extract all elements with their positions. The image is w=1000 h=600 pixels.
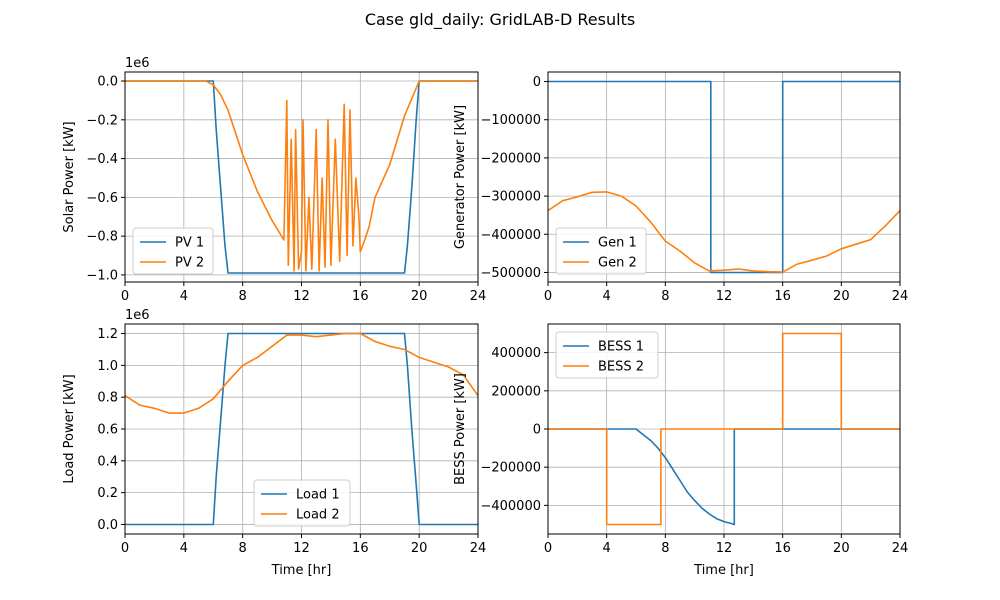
x-tick-label: 8 bbox=[239, 541, 247, 556]
y-tick-label: −500000 bbox=[480, 266, 541, 281]
subplot-2: 0 4 8 12 16 20 24 0 −100000 −200000 −300000 −400000… bbox=[453, 71, 909, 304]
x-axis-label: Time [hr] bbox=[693, 563, 754, 578]
legend-label: BESS 2 bbox=[598, 360, 644, 375]
y-tick-label: −0.6 bbox=[86, 191, 118, 206]
x-tick-label: 4 bbox=[603, 289, 611, 304]
y-tick-label: 1.2 bbox=[97, 327, 118, 342]
y-tick-label: 0.0 bbox=[97, 518, 118, 533]
series-line-load-1 bbox=[125, 332, 478, 526]
legend: PV 1 PV 2 bbox=[132, 227, 214, 275]
x-tick-label: 4 bbox=[180, 289, 188, 304]
legend-label: BESS 1 bbox=[598, 340, 644, 355]
legend-label: Gen 2 bbox=[598, 256, 637, 271]
y-tick-label: −400000 bbox=[480, 228, 541, 243]
legend-label: PV 2 bbox=[175, 256, 204, 271]
x-tick-label: 8 bbox=[661, 541, 669, 556]
x-tick-label: 12 bbox=[716, 541, 733, 556]
series-line-pv-1 bbox=[125, 80, 478, 274]
subplot-4: 0 4 8 12 16 20 24 400000 200000 0 −200000 −400000 BE… bbox=[453, 323, 909, 578]
series-line-gen-1 bbox=[548, 80, 900, 274]
x-tick-label: 12 bbox=[716, 289, 733, 304]
y-tick-label: −0.2 bbox=[86, 113, 118, 128]
y-tick-label: −100000 bbox=[480, 113, 541, 128]
x-axis-label: Time [hr] bbox=[271, 563, 332, 578]
x-tick-label: 0 bbox=[544, 289, 552, 304]
x-tick-label: 16 bbox=[774, 289, 791, 304]
y-axis-label: Load Power [kW] bbox=[62, 374, 77, 483]
series-line-pv-2 bbox=[125, 80, 478, 272]
x-tick-label: 12 bbox=[293, 289, 310, 304]
y-tick-label: 0.6 bbox=[97, 423, 118, 438]
subplot-3: 0 4 8 12 16 20 24 0.0 0.2 0.4 0.6 0.8 1.0 1.2 1e6 Load … bbox=[62, 308, 486, 578]
y-tick-label: 0.0 bbox=[97, 75, 118, 90]
x-tick-label: 0 bbox=[121, 289, 129, 304]
x-tick-label: 16 bbox=[352, 289, 369, 304]
legend: Load 1 Load 2 bbox=[253, 479, 351, 527]
x-tick-label: 20 bbox=[833, 289, 850, 304]
x-tick-label: 20 bbox=[411, 289, 428, 304]
legend: BESS 1 BESS 2 bbox=[555, 331, 659, 379]
subplot-grid: 0 4 8 12 16 20 24 0.0 −0.2 −0.4 −0.6 −0.8 −1.0 1e6 Sol… bbox=[62, 56, 908, 578]
y-tick-label: −1.0 bbox=[86, 268, 118, 283]
x-tick-label: 20 bbox=[411, 541, 428, 556]
y-tick-label: 0.4 bbox=[97, 454, 118, 469]
x-tick-label: 4 bbox=[180, 541, 188, 556]
y-offset-text: 1e6 bbox=[125, 56, 150, 71]
series-line-gen-2 bbox=[548, 191, 900, 273]
y-axis-label: BESS Power [kW] bbox=[453, 373, 468, 485]
x-tick-label: 16 bbox=[774, 541, 791, 556]
y-tick-label: −300000 bbox=[480, 190, 541, 205]
y-offset-text: 1e6 bbox=[125, 308, 150, 323]
x-tick-label: 0 bbox=[121, 541, 129, 556]
x-tick-label: 24 bbox=[892, 541, 909, 556]
y-tick-label: 200000 bbox=[491, 384, 541, 399]
y-tick-label: −200000 bbox=[480, 151, 541, 166]
x-tick-label: 8 bbox=[661, 289, 669, 304]
y-axis-label: Generator Power [kW] bbox=[453, 105, 468, 249]
x-tick-label: 12 bbox=[293, 541, 310, 556]
x-tick-label: 24 bbox=[892, 289, 909, 304]
series-line-load-2 bbox=[125, 332, 478, 414]
x-tick-label: 8 bbox=[239, 289, 247, 304]
y-tick-label: 400000 bbox=[491, 346, 541, 361]
series-line-bess-2 bbox=[548, 332, 900, 526]
legend-label: PV 1 bbox=[175, 236, 204, 251]
legend: Gen 1 Gen 2 bbox=[555, 227, 647, 275]
legend-label: Gen 1 bbox=[598, 236, 637, 251]
y-tick-label: −200000 bbox=[480, 461, 541, 476]
figure-title: Case gld_daily: GridLAB-D Results bbox=[365, 10, 635, 30]
y-tick-label: 1.0 bbox=[97, 359, 118, 374]
x-tick-label: 20 bbox=[833, 541, 850, 556]
legend-label: Load 2 bbox=[296, 508, 340, 523]
y-tick-label: 0 bbox=[533, 423, 541, 438]
x-tick-label: 0 bbox=[544, 541, 552, 556]
legend-label: Load 1 bbox=[296, 488, 340, 503]
y-axis-label: Solar Power [kW] bbox=[62, 121, 77, 232]
y-tick-label: 0.8 bbox=[97, 391, 118, 406]
x-tick-label: 16 bbox=[352, 541, 369, 556]
y-tick-label: −0.8 bbox=[86, 230, 118, 245]
y-tick-label: −0.4 bbox=[86, 152, 118, 167]
subplot-1: 0 4 8 12 16 20 24 0.0 −0.2 −0.4 −0.6 −0.8 −1.0 1e6 Sol… bbox=[62, 56, 486, 304]
y-tick-label: 0.2 bbox=[97, 486, 118, 501]
y-tick-label: 0 bbox=[533, 75, 541, 90]
x-tick-label: 24 bbox=[470, 289, 487, 304]
series-line-bess-1 bbox=[548, 428, 900, 526]
x-tick-label: 4 bbox=[603, 541, 611, 556]
x-tick-label: 24 bbox=[470, 541, 487, 556]
y-tick-label: −400000 bbox=[480, 499, 541, 514]
